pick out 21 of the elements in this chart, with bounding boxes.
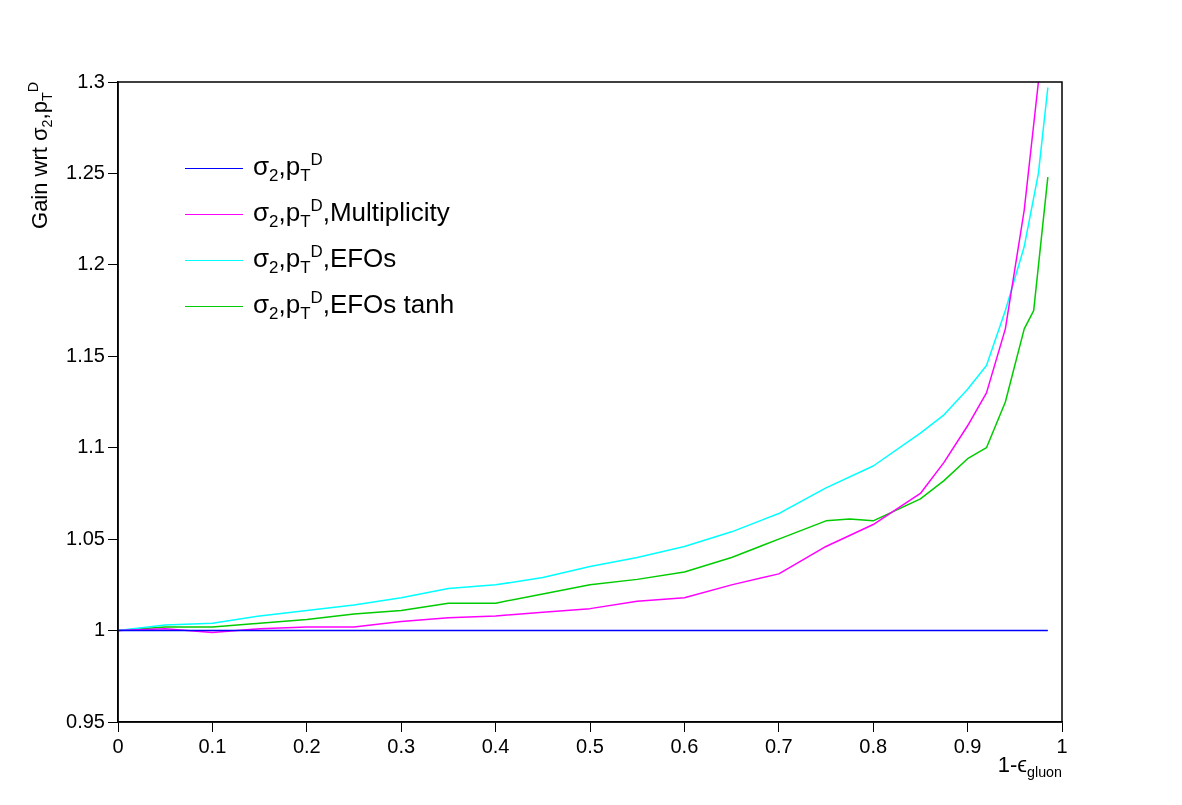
x-tick-label: 0.9: [953, 734, 982, 757]
y-tick-label: 0.95: [66, 709, 105, 732]
y-tick-label: 1.05: [66, 526, 105, 549]
y-tick-label: 1.2: [77, 252, 105, 275]
y-tick-label: 1.25: [66, 160, 105, 183]
x-tick-label: 0.5: [576, 734, 604, 757]
x-tick-label: 0: [112, 734, 124, 757]
y-tick-label: 1: [93, 618, 105, 641]
y-tick-label: 1.15: [66, 343, 105, 366]
x-tick-label: 0.3: [387, 734, 416, 757]
y-tick-label: 1.1: [77, 435, 105, 458]
legend-label: σ$_{2}$,p$_{T}$$^{D}$,Multiplicity: [253, 196, 450, 232]
legend-label: σ$_{2}$,p$_{T}$$^{D}$,EFOs tanh: [253, 288, 455, 324]
y-tick-label: 1.3: [77, 69, 105, 92]
x-tick-label: 0.1: [198, 734, 227, 757]
legend-label: σ$_{2}$,p$_{T}$$^{D}$,EFOs: [253, 242, 397, 278]
x-tick-label: 0.7: [764, 734, 793, 757]
x-tick-label: 0.4: [481, 734, 510, 757]
x-tick-label: 0.8: [859, 734, 888, 757]
x-tick-label: 0.6: [670, 734, 699, 757]
x-tick-label: 0.2: [292, 734, 321, 757]
